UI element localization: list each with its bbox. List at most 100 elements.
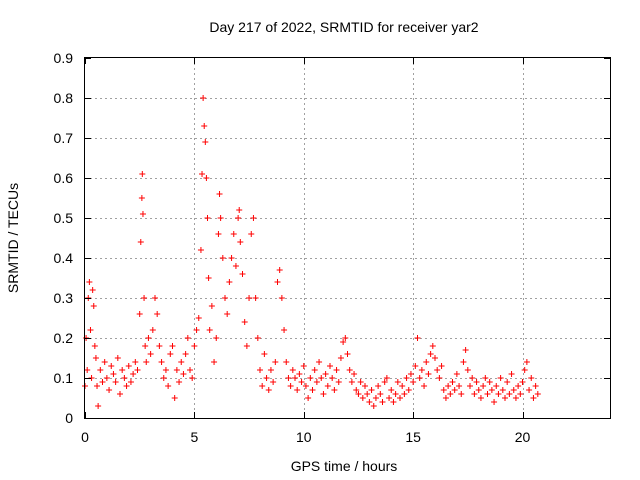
- axis-ticks: [85, 58, 610, 419]
- data-point: [508, 371, 515, 377]
- data-point: [521, 367, 528, 373]
- data-point: [499, 387, 506, 393]
- data-point: [285, 375, 292, 381]
- data-point: [434, 367, 441, 373]
- data-point: [484, 391, 491, 397]
- y-axis-label: SRMTID / TECUs: [5, 183, 21, 293]
- data-point: [230, 231, 237, 237]
- data-point: [519, 379, 526, 385]
- data-point: [203, 175, 210, 181]
- data-point: [449, 379, 456, 385]
- data-point: [239, 271, 246, 277]
- x-tick-label: 15: [405, 429, 421, 445]
- data-point: [270, 379, 277, 385]
- data-point: [493, 383, 500, 389]
- data-point: [178, 359, 185, 365]
- data-point: [346, 367, 353, 373]
- data-point: [294, 387, 301, 393]
- data-point: [217, 215, 224, 221]
- data-point: [351, 371, 358, 377]
- data-point: [458, 391, 465, 397]
- y-tick-label: 0.2: [54, 330, 74, 346]
- data-point: [252, 295, 259, 301]
- data-point: [401, 391, 408, 397]
- data-point: [191, 343, 198, 349]
- data-point: [287, 383, 294, 389]
- x-tick-label: 0: [81, 429, 89, 445]
- x-tick-label: 5: [190, 429, 198, 445]
- data-point: [276, 267, 283, 273]
- data-point: [368, 387, 375, 393]
- data-point: [226, 279, 233, 285]
- data-point: [333, 367, 340, 373]
- data-point: [353, 387, 360, 393]
- data-point: [137, 239, 144, 245]
- data-point: [142, 343, 149, 349]
- data-point: [187, 367, 193, 373]
- data-point: [355, 391, 362, 397]
- data-points: [82, 95, 541, 409]
- data-point: [211, 359, 218, 365]
- data-point: [296, 371, 303, 377]
- data-point: [235, 215, 242, 221]
- data-point: [141, 295, 148, 301]
- data-point: [397, 395, 403, 401]
- data-point: [165, 383, 172, 389]
- data-point: [283, 359, 290, 365]
- data-point: [92, 355, 99, 361]
- data-point: [94, 383, 101, 389]
- data-point: [318, 375, 325, 381]
- data-point: [453, 371, 460, 377]
- data-point: [246, 295, 253, 301]
- data-point: [110, 371, 117, 377]
- data-point: [442, 395, 449, 401]
- data-point: [504, 379, 511, 385]
- data-point: [114, 355, 121, 361]
- data-point: [403, 375, 410, 381]
- x-tick-label: 10: [296, 429, 312, 445]
- data-point: [307, 375, 314, 381]
- data-point: [167, 351, 174, 357]
- data-point: [421, 383, 428, 389]
- data-point: [469, 375, 476, 381]
- data-point: [193, 327, 200, 333]
- data-point: [173, 367, 180, 373]
- y-tick-label: 0.8: [54, 90, 74, 106]
- data-point: [106, 387, 113, 393]
- data-point: [200, 95, 207, 101]
- data-point: [357, 379, 364, 385]
- data-point: [132, 359, 139, 365]
- data-point: [259, 383, 266, 389]
- x-tick-label: 20: [515, 429, 531, 445]
- data-point: [204, 215, 211, 221]
- data-point: [534, 391, 541, 397]
- data-point: [410, 379, 417, 385]
- data-point: [197, 247, 204, 253]
- data-point: [370, 403, 377, 409]
- data-point: [213, 335, 220, 341]
- data-point: [386, 395, 393, 401]
- data-point: [440, 387, 447, 393]
- data-point: [526, 387, 533, 393]
- data-point: [344, 351, 351, 357]
- data-point: [388, 387, 395, 393]
- chart-title: Day 217 of 2022, SRMTID for receiver yar…: [209, 19, 478, 35]
- data-point: [475, 387, 482, 393]
- data-point: [154, 311, 161, 317]
- data-point: [91, 343, 98, 349]
- data-point: [84, 367, 91, 373]
- data-point: [134, 367, 141, 373]
- data-point: [512, 395, 519, 401]
- data-point: [482, 375, 489, 381]
- data-point: [429, 343, 436, 349]
- data-point: [171, 395, 178, 401]
- y-tick-label: 0.5: [54, 210, 74, 226]
- data-point: [532, 383, 539, 389]
- data-point: [320, 391, 327, 397]
- data-point: [143, 359, 150, 365]
- data-point: [362, 383, 368, 389]
- data-point: [261, 351, 268, 357]
- data-point: [451, 387, 458, 393]
- data-point: [243, 343, 250, 349]
- data-point: [495, 391, 502, 397]
